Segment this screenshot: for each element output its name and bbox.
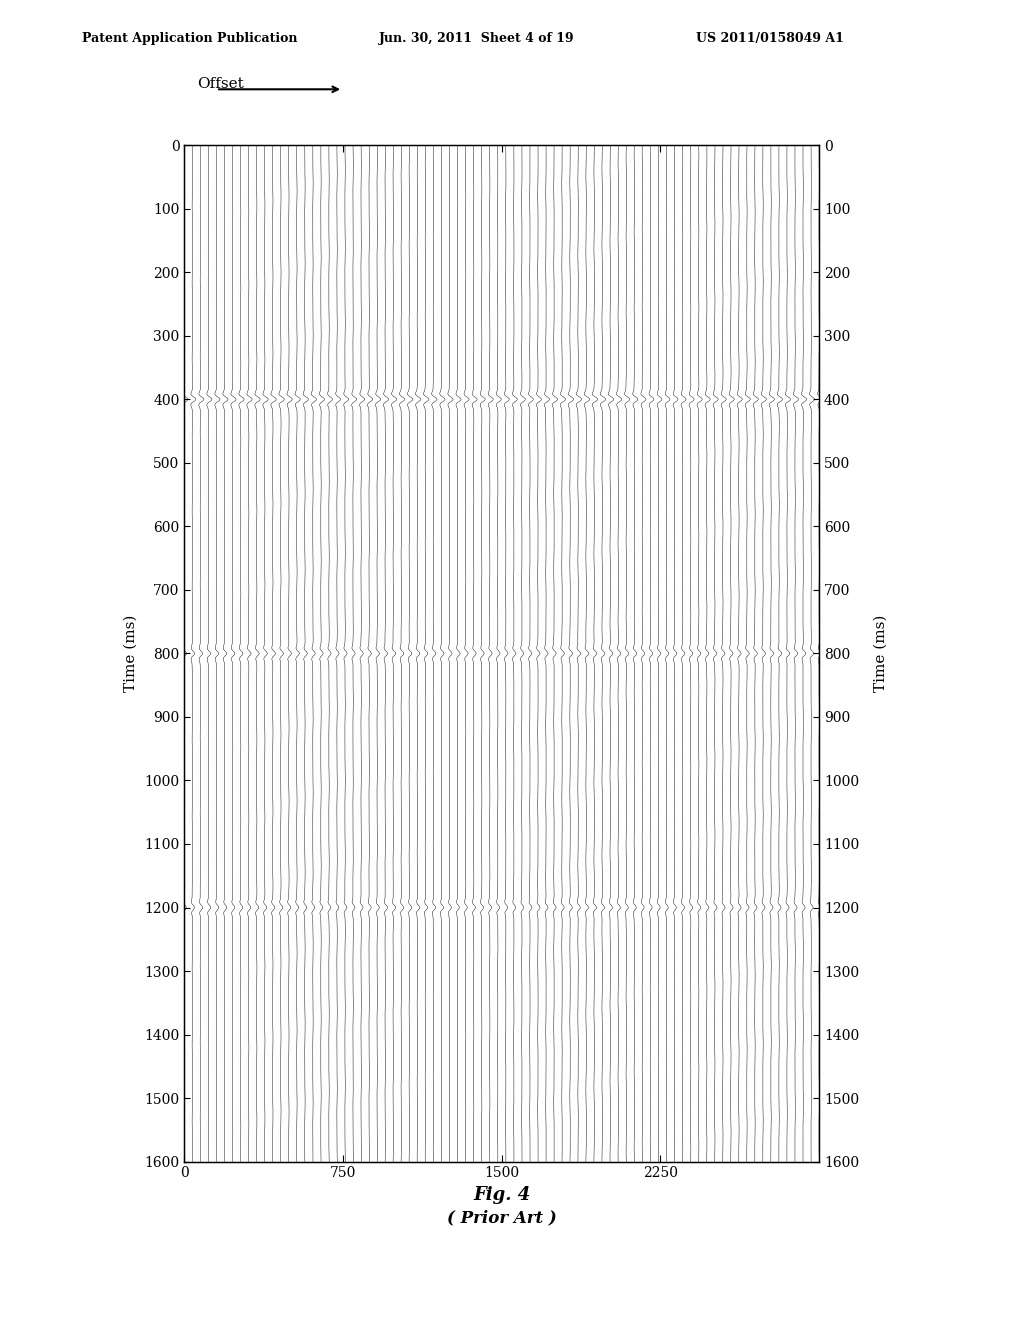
Text: Patent Application Publication: Patent Application Publication bbox=[82, 32, 297, 45]
Y-axis label: Time (ms): Time (ms) bbox=[873, 615, 887, 692]
Y-axis label: Time (ms): Time (ms) bbox=[123, 615, 137, 692]
Text: Jun. 30, 2011  Sheet 4 of 19: Jun. 30, 2011 Sheet 4 of 19 bbox=[379, 32, 574, 45]
Text: Fig. 4: Fig. 4 bbox=[473, 1185, 530, 1204]
Text: Offset: Offset bbox=[197, 77, 244, 91]
Text: ( Prior Art ): ( Prior Art ) bbox=[446, 1210, 557, 1226]
Text: US 2011/0158049 A1: US 2011/0158049 A1 bbox=[696, 32, 844, 45]
